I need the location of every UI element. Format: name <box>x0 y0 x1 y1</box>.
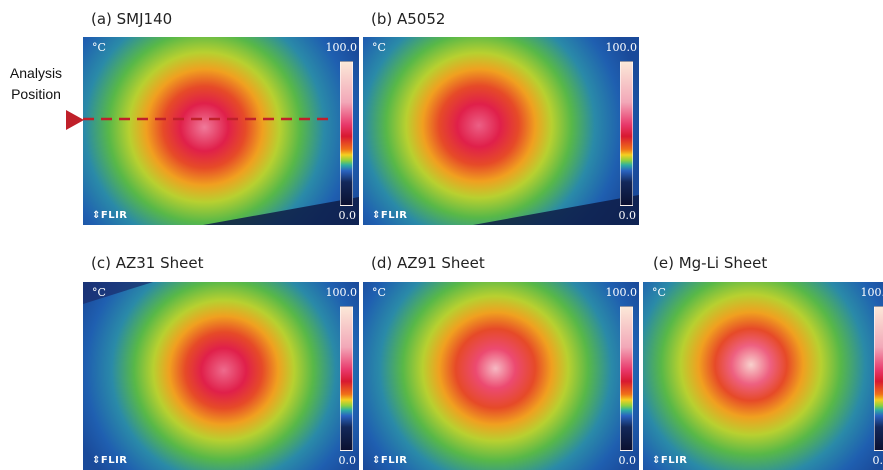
scale-min: 0.0 <box>338 209 357 222</box>
unit-label: °C <box>92 286 106 299</box>
scale-min: 0.0 <box>618 209 637 222</box>
left-position-arrow <box>66 110 84 130</box>
analysis-label-line1: Analysis <box>9 65 63 81</box>
unit-label: °C <box>372 286 386 299</box>
heat-map <box>363 282 639 470</box>
panel-caption: (e) Mg-Li Sheet <box>653 254 768 272</box>
unit-label: °C <box>372 41 386 54</box>
heat-map <box>643 282 883 470</box>
flir-logo: ⇕FLIR <box>92 455 128 466</box>
flir-logo: ⇕FLIR <box>652 455 688 466</box>
heat-map <box>363 37 639 225</box>
unit-label: °C <box>92 41 106 54</box>
heat-map <box>83 37 359 225</box>
panel-caption: (d) AZ91 Sheet <box>371 254 485 272</box>
color-scale-bar <box>620 61 633 206</box>
thermal-image-a: °C 100.0 0.0 ⇕FLIR <box>83 37 359 225</box>
flir-logo: ⇕FLIR <box>372 455 408 466</box>
scale-min: 0.0 <box>618 454 637 467</box>
thermal-image-c: °C 100.0 0.0 ⇕FLIR <box>83 282 359 470</box>
color-scale-bar <box>340 61 353 206</box>
thermal-image-d: °C 100.0 0.0 ⇕FLIR <box>363 282 639 470</box>
color-scale-bar <box>340 306 353 451</box>
thermal-image-b: °C 100.0 0.0 ⇕FLIR <box>363 37 639 225</box>
unit-label: °C <box>652 286 666 299</box>
thermal-image-e: °C 100. 0. ⇕FLIR <box>643 282 883 470</box>
panel-caption: (c) AZ31 Sheet <box>91 254 204 272</box>
scale-max: 100.0 <box>605 41 638 54</box>
analysis-label-line2: Position <box>11 86 61 102</box>
analysis-position-label: Analysis Position <box>4 63 68 105</box>
flir-logo: ⇕FLIR <box>92 210 128 221</box>
scale-max: 100.0 <box>605 286 638 299</box>
scale-min: 0. <box>872 454 883 467</box>
scale-max: 100.0 <box>325 41 358 54</box>
scale-min: 0.0 <box>338 454 357 467</box>
color-scale-bar <box>874 306 883 451</box>
flir-logo: ⇕FLIR <box>372 210 408 221</box>
panel-caption: (b) A5052 <box>371 10 446 28</box>
scale-max: 100.0 <box>325 286 358 299</box>
heat-map <box>83 282 359 470</box>
panel-caption: (a) SMJ140 <box>91 10 173 28</box>
color-scale-bar <box>620 306 633 451</box>
scale-max: 100. <box>860 286 883 299</box>
